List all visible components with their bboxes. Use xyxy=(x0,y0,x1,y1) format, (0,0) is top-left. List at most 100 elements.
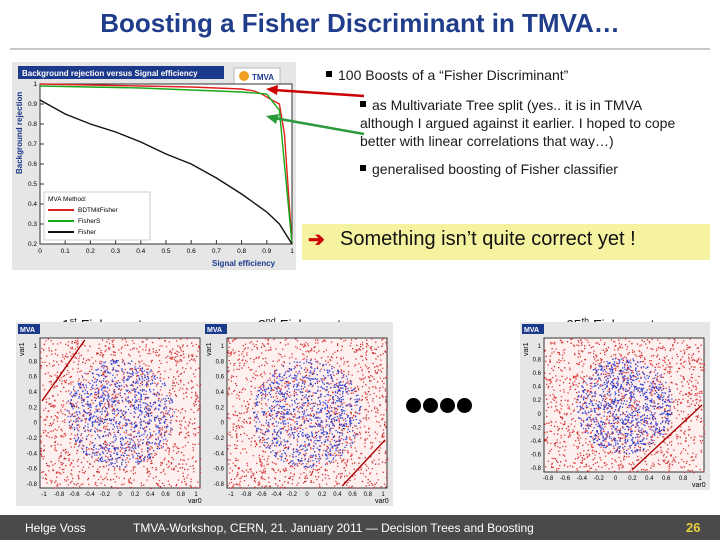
mva-badge xyxy=(522,324,544,334)
scatter-x-tick-label: -0.4 xyxy=(577,476,588,482)
scatter-x-tick-label: 0 xyxy=(305,492,309,498)
scatter-y-tick-label: -0.4 xyxy=(27,451,38,457)
roc-plot-title-bar xyxy=(18,66,224,79)
scatter-y-tick-label: -0.4 xyxy=(214,451,225,457)
scatter-y-tick-label: 0.8 xyxy=(533,358,542,364)
sub-bullet-text: as Multivariate Tree split (yes.. it is … xyxy=(360,97,676,149)
scatter-x-tick-label: 0.8 xyxy=(177,492,186,498)
roc-y-tick-label: 0.5 xyxy=(28,181,37,188)
dot xyxy=(440,398,455,413)
roc-y-tick-label: 0.8 xyxy=(28,121,37,128)
mva-badge xyxy=(205,324,227,334)
scatter-x-tick-label: -1 xyxy=(228,492,234,498)
footer-event: TMVA-Workshop, CERN, 21. January 2011 — … xyxy=(133,521,534,535)
roc-x-tick-label: 0.3 xyxy=(111,248,120,255)
roc-x-tick-label: 0.8 xyxy=(237,248,246,255)
roc-y-tick-label: 0.3 xyxy=(28,221,37,228)
roc-x-tick-label: 0.2 xyxy=(86,248,95,255)
scatter-x-tick-label: -0.6 xyxy=(560,476,571,482)
dot xyxy=(423,398,438,413)
scatter-y-tick-label: 0.6 xyxy=(29,375,38,381)
roc-x-tick-label: 0.7 xyxy=(212,248,221,255)
mva-badge-text: MVA xyxy=(207,327,222,334)
scatter-y-tick-label: 0 xyxy=(221,421,225,427)
scatter-y-tick-label: 0 xyxy=(34,421,38,427)
bullet-item: 100 Boosts of a “Fisher Discriminant” xyxy=(326,66,696,84)
scatter-y-tick-label: -0.6 xyxy=(531,452,542,458)
tmva-logo-text: TMVA xyxy=(252,73,274,82)
legend-label-fishers: FisherS xyxy=(78,218,101,225)
scatter-x-tick-label: 1 xyxy=(194,492,198,498)
roc-y-tick-label: 0.4 xyxy=(28,201,37,208)
fisher-cut-line xyxy=(41,339,86,402)
scatter-x-tick-label: 0.4 xyxy=(333,492,342,498)
roc-x-ticks: 0 0.1 0.2 0.3 0.4 0.5 0.6 0.7 0.8 0.9 1 xyxy=(38,248,294,255)
scatter-x-tick-label: -0.6 xyxy=(69,492,80,498)
scatter-y-tick-label: 0.2 xyxy=(216,405,225,411)
scatter-points xyxy=(40,338,202,490)
roc-x-tick-label: 0.4 xyxy=(136,248,145,255)
roc-series-bdtmitfisher xyxy=(39,83,293,245)
scatter-x-tick-label: 0.6 xyxy=(662,476,671,482)
scatter-y-tick-label: -0.8 xyxy=(214,482,225,488)
scatter-y-tick-label: -0.4 xyxy=(531,439,542,445)
callout-text: Something isn’t quite correct yet ! xyxy=(340,228,636,250)
red-arrowhead xyxy=(266,85,278,95)
mva-badge xyxy=(18,324,40,334)
scatter-x-tick-label: 0.4 xyxy=(645,476,654,482)
scatter-x-tick-label: -0.2 xyxy=(100,492,111,498)
roc-y-tick-label: 1 xyxy=(33,81,37,88)
roc-legend: MVA Method: BDTMitFisher FisherS Fisher xyxy=(43,191,151,241)
scatter-y-tick-label: 0.8 xyxy=(216,359,225,365)
roc-x-tick-label: 1 xyxy=(290,248,294,255)
tmva-logo-mark xyxy=(239,71,249,81)
bullet-text: 100 Boosts of a “Fisher Discriminant” xyxy=(338,67,569,83)
ellipsis-dots xyxy=(406,398,474,418)
scatter-y-tick-label: 1 xyxy=(538,344,542,350)
legend-label-bdtmitfisher: BDTMitFisher xyxy=(78,207,119,214)
sub-bullet-item: as Multivariate Tree split (yes.. it is … xyxy=(360,96,696,150)
bullet-list: 100 Boosts of a “Fisher Discriminant” as… xyxy=(326,66,696,178)
highlight-callout: ➔ Something isn’t quite correct yet ! xyxy=(302,224,710,260)
scatter-y-tick-label: 0.4 xyxy=(216,390,225,396)
scatter-plot-65: MVA 1 0.8 0.6 0.4 0.2 0 -0.2 -0.4 -0.6 -0.8-0.8 -0.… xyxy=(520,322,710,490)
scatter-x-tick-label: -0.2 xyxy=(593,476,604,482)
roc-series-fisher xyxy=(39,99,293,245)
green-pointer-arrow xyxy=(273,116,365,136)
scatter-plot-area xyxy=(39,337,201,489)
scatter-x-tick-label: 0 xyxy=(118,492,122,498)
fisher-cut-line xyxy=(341,439,386,487)
roc-legend-title: MVA Method: xyxy=(48,196,87,203)
slide-footer: Helge Voss TMVA-Workshop, CERN, 21. Janu… xyxy=(0,515,720,540)
scatter-y-tick-label: 1 xyxy=(221,344,225,350)
scatter-x-tick-label: 0 xyxy=(614,476,618,482)
roc-lines xyxy=(39,83,293,245)
roc-x-tick-label: 0 xyxy=(38,248,42,255)
scatter-x-tick-label: 0.2 xyxy=(131,492,140,498)
mva-badge-text: MVA xyxy=(20,327,35,334)
roc-x-tick-label: 0.5 xyxy=(161,248,170,255)
scatter-y-tick-label: -0.8 xyxy=(27,482,38,488)
scatter-y-tick-label: 0.4 xyxy=(533,385,542,391)
roc-y-tick-label: 0.9 xyxy=(28,101,37,108)
scatter-y-label: var1 xyxy=(523,342,530,356)
mva-badge-text: MVA xyxy=(524,327,539,334)
scatter-y-tick-label: 0.2 xyxy=(533,398,542,404)
scatter-y-tick-label: 0.6 xyxy=(216,375,225,381)
bullet-icon xyxy=(326,71,332,78)
scatter-y-label: var1 xyxy=(19,342,26,356)
roc-y-tick-label: 0.7 xyxy=(28,141,37,148)
roc-x-tick-label: 0.9 xyxy=(262,248,271,255)
sub-bullet-item: generalised boosting of Fisher classifie… xyxy=(360,160,696,178)
green-arrowhead xyxy=(266,114,279,124)
sub-bullet-text: generalised boosting of Fisher classifie… xyxy=(372,161,618,177)
roc-y-label: Background rejection xyxy=(15,92,24,174)
scatter-x-tick-label: 0.2 xyxy=(628,476,637,482)
roc-plot: Background rejection versus Signal effic… xyxy=(12,62,296,270)
red-pointer-arrow xyxy=(273,88,365,98)
scatter-x-tick-label: -0.4 xyxy=(271,492,282,498)
roc-series-fishers xyxy=(39,85,293,245)
roc-plot-title: Background rejection versus Signal effic… xyxy=(22,69,198,78)
scatter-y-tick-label: 0.4 xyxy=(29,390,38,396)
